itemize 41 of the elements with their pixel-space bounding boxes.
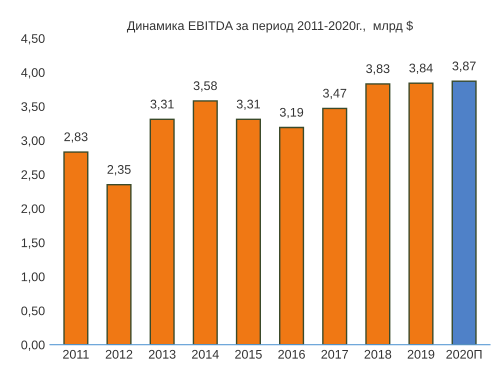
x-tick-label: 2011 [63, 350, 89, 359]
x-tick-label: 2014 [192, 350, 219, 359]
bar [106, 184, 132, 345]
y-tick-label: 4,00 [21, 68, 45, 78]
data-label: 3,31 [150, 100, 174, 110]
x-tick-label: 2019 [408, 350, 434, 359]
bar [365, 83, 390, 345]
chart-title: Динамика EBITDA за период 2011-2020г., млрд $ [126, 20, 413, 33]
data-label: 3,19 [280, 108, 304, 118]
data-label: 3,84 [409, 64, 433, 74]
bar [192, 100, 218, 345]
x-tick-label: 2013 [148, 350, 176, 359]
x-tick-label: 2017 [321, 350, 348, 359]
bar [322, 108, 348, 345]
bar [63, 151, 88, 345]
y-tick-label: 2,00 [21, 204, 45, 215]
x-tick-label: 2020П [446, 350, 482, 359]
bar [279, 126, 304, 345]
y-tick-label: 1,50 [22, 238, 45, 249]
bar [150, 118, 175, 345]
data-label: 3,83 [366, 64, 390, 75]
data-label: 2,83 [64, 132, 88, 143]
y-tick-label: 1,00 [22, 272, 45, 283]
data-label: 3,58 [194, 81, 217, 92]
data-label: 3,87 [452, 62, 476, 72]
bar [408, 82, 434, 345]
y-tick-label: 0,00 [21, 340, 45, 351]
data-label: 2,35 [107, 165, 131, 176]
y-tick-label: 3,00 [21, 136, 45, 147]
x-tick-label: 2015 [235, 350, 262, 359]
bar [452, 80, 477, 345]
x-tick-label: 2016 [278, 350, 305, 359]
y-tick-label: 3,50 [21, 102, 45, 113]
x-tick-label: 2018 [364, 350, 392, 359]
x-tick-label: 2012 [106, 350, 132, 359]
y-tick-label: 2,50 [21, 170, 45, 181]
y-tick-label: 0,50 [21, 306, 45, 317]
bar [236, 118, 261, 345]
y-tick-label: 4,50 [21, 34, 45, 44]
data-label: 3,31 [236, 100, 260, 110]
data-label: 3,47 [323, 88, 346, 100]
